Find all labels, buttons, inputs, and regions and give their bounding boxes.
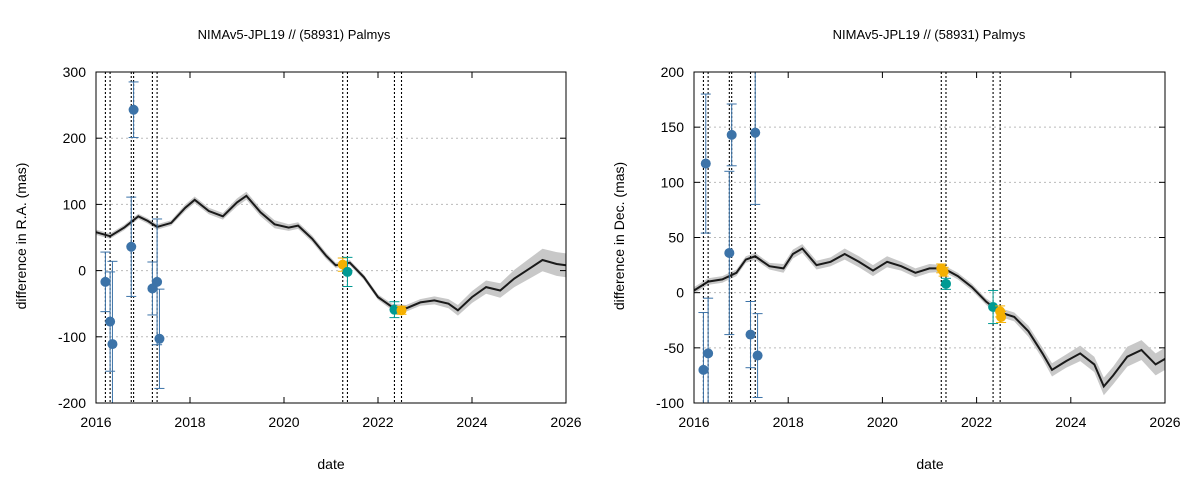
model-uncertainty-band: [96, 191, 566, 316]
observation-marker: [724, 247, 735, 258]
x-tick-label: 2026: [1149, 414, 1180, 430]
model-line: [693, 247, 1166, 389]
observation-point: [105, 271, 116, 372]
observation-point: [726, 103, 737, 167]
observation-point: [126, 196, 137, 297]
observation-marker: [703, 348, 714, 359]
plot-frame: [95, 71, 567, 404]
observation-point: [724, 170, 735, 336]
x-tick-label: 2016: [678, 414, 709, 430]
observation-marker: [128, 104, 139, 115]
ra-difference-chart: NIMAv5-JPL19 // (58931) Palmys 2016 2018 2…: [13, 27, 582, 472]
x-tick-label: 2018: [174, 414, 205, 430]
observation-point: [152, 218, 163, 346]
observation-marker: [154, 333, 165, 344]
y-axis-label: difference in R.A. (mas): [13, 163, 29, 310]
chart-title: NIMAv5-JPL19 // (58931) Palmys: [833, 27, 1026, 42]
y-tick-label: -50: [664, 340, 684, 356]
observation-marker: [940, 278, 951, 289]
y-tick-label: -100: [656, 395, 684, 411]
observation-marker: [152, 276, 163, 287]
grid: [694, 126, 1165, 349]
observation-marker: [938, 266, 949, 277]
y-tick-label: 0: [78, 263, 86, 279]
observation-marker: [100, 276, 111, 287]
y-tick-label: 100: [63, 196, 87, 212]
x-ticks: 2016 2018 2020 2022 2024 2026: [80, 72, 582, 430]
y-tick-label: 200: [63, 130, 87, 146]
observation-marker: [337, 259, 348, 270]
model-curve: [95, 194, 567, 312]
x-tick-label: 2022: [961, 414, 992, 430]
chart-title: NIMAv5-JPL19 // (58931) Palmys: [198, 27, 391, 42]
grid: [96, 137, 566, 338]
observation-point: [752, 313, 763, 398]
dec-difference-chart: NIMAv5-JPL19 // (58931) Palmys 2016 2018 2…: [611, 27, 1181, 472]
x-tick-label: 2020: [268, 414, 299, 430]
observation-point: [700, 93, 711, 234]
y-tick-label: 200: [661, 64, 685, 80]
uncertainty-band: [694, 244, 1165, 396]
observation-marker: [107, 339, 118, 350]
observation-marker: [342, 266, 353, 277]
model-uncertainty-band: [694, 244, 1165, 396]
observation-marker: [698, 364, 709, 375]
observation-point: [396, 305, 407, 316]
observation-point: [940, 277, 951, 290]
observation-marker: [126, 241, 137, 252]
x-tick-label: 2022: [362, 414, 393, 430]
observation-marker: [105, 316, 116, 327]
epoch-lines: [104, 72, 403, 403]
observation-point: [750, 72, 761, 205]
x-tick-label: 2016: [80, 414, 111, 430]
y-tick-label: 150: [661, 119, 685, 135]
y-tick-label: 0: [676, 285, 684, 301]
observation-point: [996, 310, 1007, 323]
x-axis-label: date: [317, 456, 344, 472]
uncertainty-band: [96, 191, 566, 316]
y-ticks: -200 -100 0 100 200 300: [58, 64, 566, 411]
observation-point: [107, 260, 118, 403]
observation-point: [147, 261, 158, 316]
observation-point: [745, 300, 756, 369]
x-tick-label: 2024: [1055, 414, 1086, 430]
y-tick-label: -200: [58, 395, 86, 411]
model-curve: [693, 247, 1166, 389]
x-tick-label: 2020: [867, 414, 898, 430]
observation-marker: [396, 305, 407, 316]
observation-point: [128, 81, 139, 139]
y-axis-label: difference in Dec. (mas): [611, 162, 627, 310]
y-tick-label: 50: [668, 230, 684, 246]
observation-marker: [700, 158, 711, 169]
observation-point: [703, 297, 714, 403]
y-ticks: -100 -50 0 50 100 150 200: [656, 64, 1165, 411]
observation-point: [100, 251, 111, 313]
y-tick-label: 300: [63, 64, 87, 80]
y-tick-label: 100: [661, 174, 685, 190]
observation-marker: [752, 350, 763, 361]
observations: [698, 72, 1007, 403]
observation-point: [342, 256, 353, 287]
x-tick-label: 2024: [456, 414, 487, 430]
observation-point: [154, 288, 165, 389]
axes-frame: [95, 71, 567, 404]
x-tick-label: 2026: [550, 414, 581, 430]
observation-point: [698, 312, 709, 403]
y-tick-label: -100: [58, 329, 86, 345]
observation-marker: [996, 311, 1007, 322]
x-axis-label: date: [916, 456, 943, 472]
x-ticks: 2016 2018 2020 2022 2024 2026: [678, 72, 1181, 430]
model-line: [95, 194, 567, 312]
x-tick-label: 2018: [773, 414, 804, 430]
observation-marker: [745, 329, 756, 340]
observation-marker: [726, 129, 737, 140]
observations: [100, 81, 407, 403]
observation-marker: [750, 127, 761, 138]
observation-point: [389, 301, 400, 319]
observation-point: [938, 266, 949, 277]
